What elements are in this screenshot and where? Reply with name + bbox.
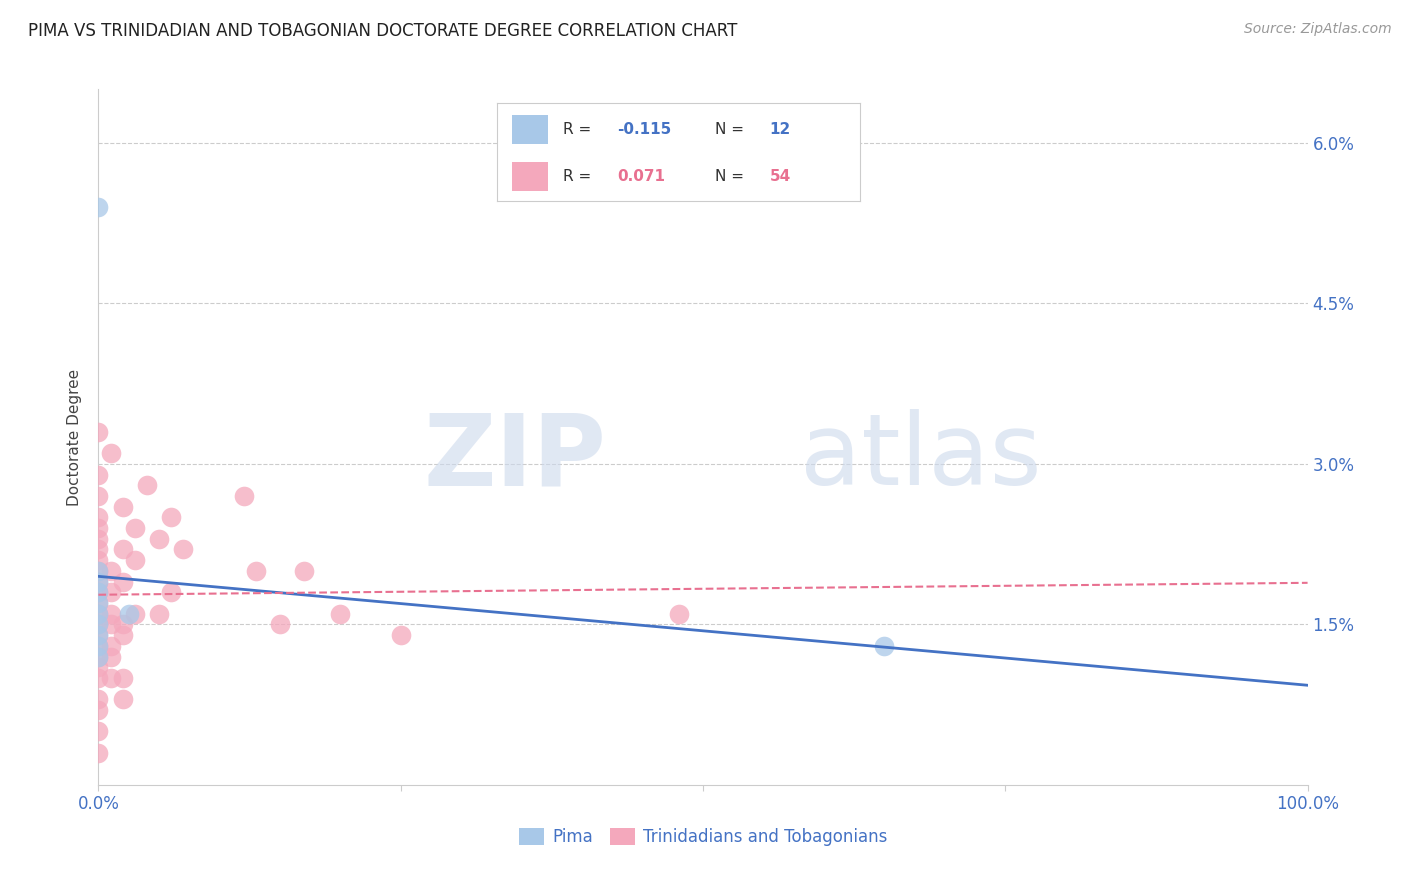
Point <box>87 564 110 578</box>
Y-axis label: Doctorate Degree: Doctorate Degree <box>67 368 83 506</box>
Point <box>160 585 183 599</box>
Point <box>87 596 110 610</box>
Point <box>100 564 122 578</box>
Point <box>87 607 110 621</box>
Point <box>124 607 146 621</box>
Point <box>87 574 110 589</box>
Point <box>87 521 110 535</box>
Point <box>124 553 146 567</box>
Point <box>87 200 110 214</box>
Point <box>87 724 110 739</box>
Point <box>232 489 254 503</box>
Point <box>389 628 412 642</box>
Point <box>87 425 110 439</box>
Point <box>135 478 157 492</box>
Point <box>100 585 122 599</box>
Point <box>87 628 110 642</box>
Point <box>87 660 110 674</box>
Point <box>87 746 110 760</box>
Point <box>87 574 110 589</box>
Point <box>87 649 110 664</box>
Point <box>269 617 291 632</box>
Point <box>124 521 146 535</box>
Point <box>160 510 183 524</box>
Point <box>245 564 267 578</box>
Point <box>100 649 122 664</box>
Point <box>172 542 194 557</box>
Point <box>87 617 110 632</box>
Text: PIMA VS TRINIDADIAN AND TOBAGONIAN DOCTORATE DEGREE CORRELATION CHART: PIMA VS TRINIDADIAN AND TOBAGONIAN DOCTO… <box>28 22 738 40</box>
Point <box>100 446 122 460</box>
Point <box>111 671 134 685</box>
Point <box>111 574 134 589</box>
Point <box>111 500 134 514</box>
Point <box>100 639 122 653</box>
Point <box>87 585 110 599</box>
Legend: Pima, Trinidadians and Tobagonians: Pima, Trinidadians and Tobagonians <box>512 822 894 853</box>
Point <box>87 532 110 546</box>
Point <box>87 596 110 610</box>
Point <box>118 607 141 621</box>
Point <box>87 553 110 567</box>
Point <box>87 639 110 653</box>
Point <box>87 585 110 599</box>
Point <box>87 510 110 524</box>
Point <box>292 564 315 578</box>
Point <box>111 628 134 642</box>
Point <box>100 671 122 685</box>
Point <box>87 542 110 557</box>
Point <box>111 692 134 706</box>
Point <box>87 671 110 685</box>
Point <box>148 532 170 546</box>
Text: ZIP: ZIP <box>423 409 606 507</box>
Point <box>87 564 110 578</box>
Point <box>87 649 110 664</box>
Point <box>111 617 134 632</box>
Point <box>873 639 896 653</box>
Text: Source: ZipAtlas.com: Source: ZipAtlas.com <box>1244 22 1392 37</box>
Point <box>668 607 690 621</box>
Point <box>87 628 110 642</box>
Point <box>100 607 122 621</box>
Point <box>87 467 110 482</box>
Text: atlas: atlas <box>800 409 1042 507</box>
Point <box>87 639 110 653</box>
Point <box>329 607 352 621</box>
Point <box>111 542 134 557</box>
Point <box>87 692 110 706</box>
Point <box>87 703 110 717</box>
Point <box>148 607 170 621</box>
Point <box>87 617 110 632</box>
Point <box>87 489 110 503</box>
Point <box>87 607 110 621</box>
Point <box>100 617 122 632</box>
